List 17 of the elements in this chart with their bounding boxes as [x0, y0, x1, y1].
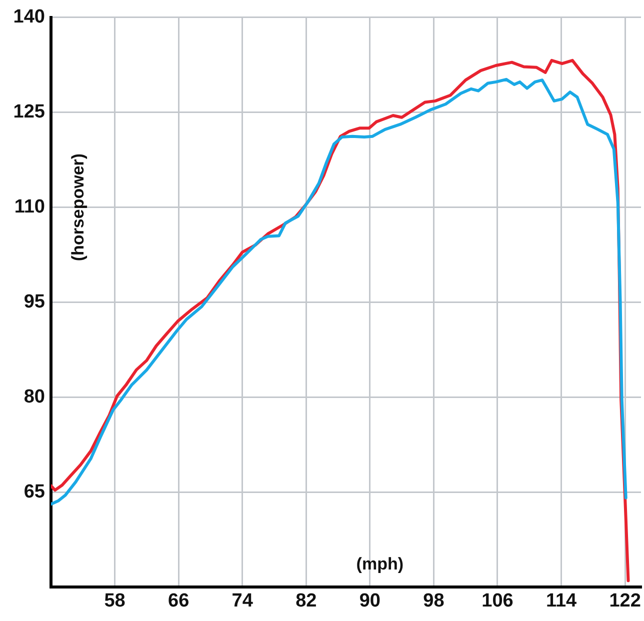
y-tick-label: 110 [14, 196, 45, 218]
y-tick-label: 80 [24, 386, 45, 408]
x-tick-label: 82 [296, 590, 317, 612]
x-tick-label: 122 [609, 590, 641, 612]
y-tick-label: 125 [13, 102, 46, 123]
x-tick-label: 106 [482, 590, 514, 612]
x-tick-label: 58 [104, 590, 126, 612]
x-tick-label: 114 [546, 590, 578, 612]
x-tick-label: 74 [232, 590, 254, 612]
x-tick-label: 66 [168, 590, 190, 612]
x-axis-title: (mph) [356, 554, 404, 574]
x-tick-label: 90 [359, 590, 380, 612]
y-tick-label: 95 [24, 291, 46, 312]
y-tick-label: 65 [24, 481, 46, 502]
y-tick-label: 140 [13, 6, 45, 28]
x-tick-label: 98 [423, 590, 444, 612]
y-axis-title: (horsepower) [68, 153, 88, 262]
